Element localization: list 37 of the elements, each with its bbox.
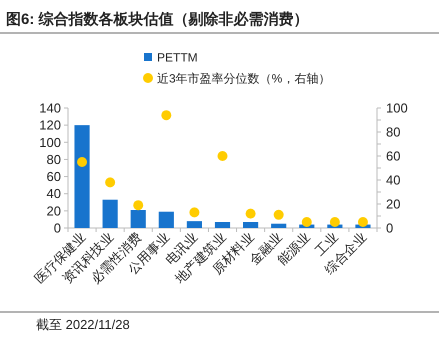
y2-tick-label: 60 bbox=[386, 148, 400, 164]
point bbox=[105, 177, 116, 188]
y2-tick-label: 100 bbox=[386, 100, 408, 116]
point bbox=[302, 217, 312, 227]
point bbox=[189, 207, 200, 218]
y-tick-label: 120 bbox=[39, 118, 61, 133]
y-tick-label: 20 bbox=[46, 203, 61, 218]
point bbox=[133, 200, 144, 210]
legend-label: 近3年市盈率分位数（%，右轴） bbox=[157, 72, 330, 86]
point bbox=[161, 110, 172, 120]
point bbox=[330, 217, 340, 227]
point bbox=[274, 210, 284, 220]
y-tick-label: 80 bbox=[46, 152, 61, 167]
y2-tick-label: 20 bbox=[386, 196, 400, 212]
y-tick-label: 0 bbox=[54, 220, 61, 236]
y-tick-label: 40 bbox=[46, 186, 61, 202]
y-tick-label: 100 bbox=[39, 134, 61, 150]
bar bbox=[102, 200, 118, 228]
point bbox=[358, 217, 368, 227]
legend-label: PETTM bbox=[157, 50, 198, 64]
y2-tick-label: 40 bbox=[386, 172, 400, 188]
point bbox=[77, 157, 88, 167]
y-tick-label: 140 bbox=[39, 100, 61, 116]
chart-title: 图6: 综合指数各板块估值（剔除非必需消费） bbox=[6, 11, 309, 28]
bar bbox=[158, 212, 174, 228]
bar bbox=[214, 222, 230, 228]
y-tick-label: 60 bbox=[46, 169, 61, 184]
bar bbox=[130, 210, 146, 228]
bar bbox=[243, 222, 258, 228]
bar bbox=[186, 221, 202, 228]
point bbox=[218, 151, 228, 161]
y2-tick-label: 0 bbox=[386, 220, 394, 236]
bar bbox=[271, 224, 286, 228]
bar bbox=[74, 125, 90, 228]
point bbox=[246, 208, 256, 219]
text: 截至 2022/11/28 bbox=[36, 317, 130, 332]
y2-tick-label: 80 bbox=[386, 124, 400, 140]
